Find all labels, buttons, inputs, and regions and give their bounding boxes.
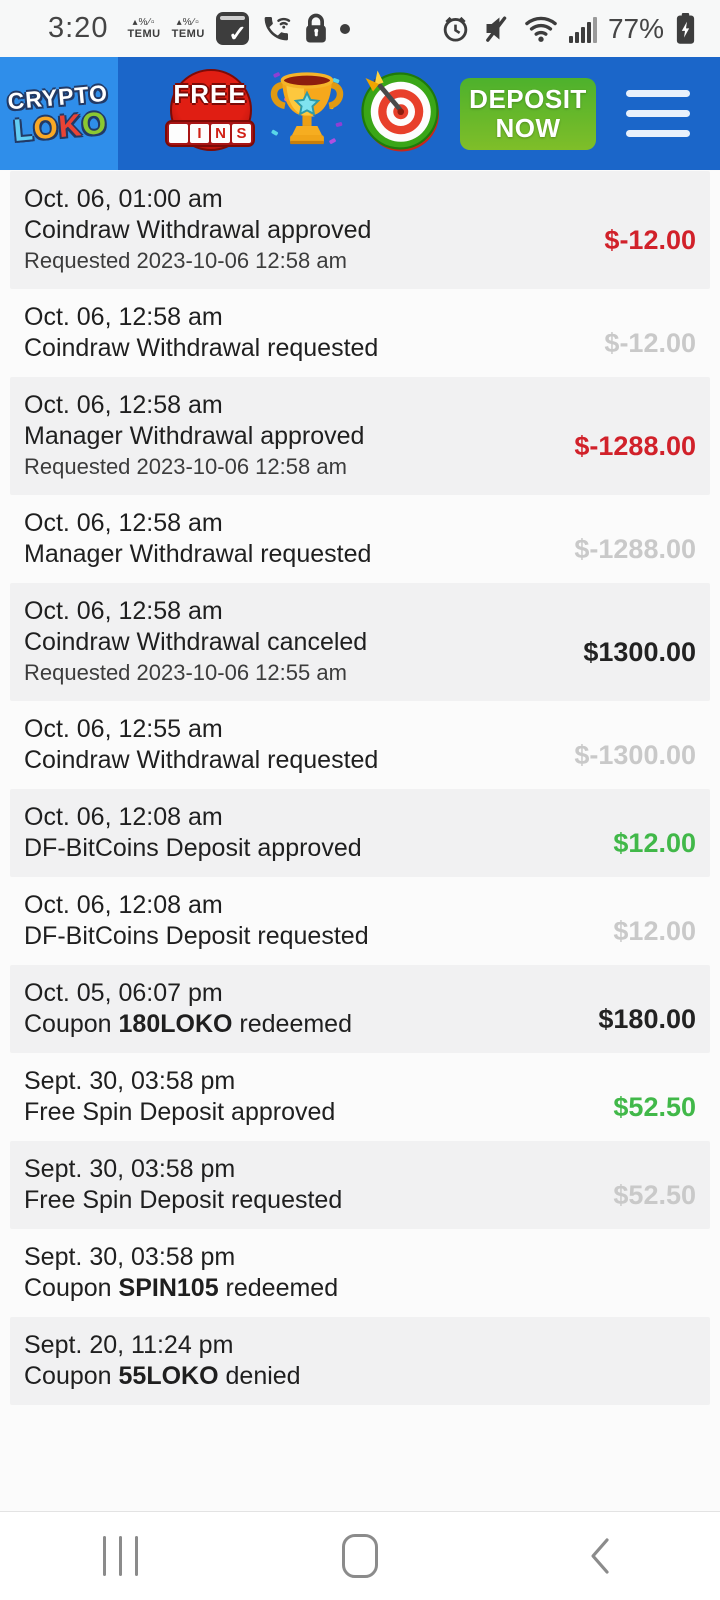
transaction-description: Coindraw Withdrawal requested: [24, 334, 379, 362]
transaction-description: Manager Withdrawal approved: [24, 422, 365, 450]
transaction-date: Oct. 06, 12:58 am: [24, 303, 223, 331]
transaction-description: DF-BitCoins Deposit approved: [24, 834, 362, 862]
menu-icon[interactable]: [626, 90, 690, 137]
transaction-description: Free Spin Deposit approved: [24, 1098, 336, 1126]
transaction-requested-at: Requested 2023-10-06 12:55 am: [24, 660, 347, 685]
transaction-description: Free Spin Deposit requested: [24, 1186, 343, 1214]
lock-icon: [303, 13, 329, 45]
transaction-date: Oct. 06, 12:08 am: [24, 803, 223, 831]
transaction-amount: $1300.00: [583, 636, 696, 667]
free-spins-label: FREE: [173, 78, 247, 109]
battery-charging-icon: [675, 12, 696, 45]
recent-apps-button[interactable]: [0, 1512, 240, 1600]
transaction-row: Sept. 30, 03:58 pm Free Spin Deposit req…: [10, 1141, 710, 1229]
transaction-description: Coindraw Withdrawal approved: [24, 216, 372, 244]
transaction-description: Coupon SPIN105 redeemed: [24, 1274, 339, 1302]
mute-icon: [482, 13, 513, 44]
deposit-now-button[interactable]: DEPOSIT NOW: [460, 77, 596, 150]
transaction-amount: $-1300.00: [574, 739, 696, 770]
transaction-date: Oct. 06, 12:58 am: [24, 597, 223, 625]
home-icon: [342, 1534, 378, 1578]
transaction-amount: $52.50: [613, 1179, 696, 1210]
trophy-icon[interactable]: [268, 68, 346, 159]
transaction-date: Sept. 20, 11:24 pm: [24, 1331, 234, 1359]
transaction-row: Sept. 30, 03:58 pm Free Spin Deposit app…: [10, 1053, 710, 1141]
transaction-date: Oct. 06, 12:55 am: [24, 715, 223, 743]
transaction-date: Sept. 30, 03:58 pm: [24, 1067, 236, 1095]
transaction-description: Coindraw Withdrawal requested: [24, 746, 379, 774]
recent-apps-icon: [102, 1536, 138, 1576]
transaction-description: Manager Withdrawal requested: [24, 540, 372, 568]
logo-text-loko: LOKO: [11, 104, 109, 148]
transaction-row: Sept. 30, 03:58 pm Coupon SPIN105 redeem…: [10, 1229, 710, 1317]
transaction-date: Oct. 06, 01:00 am: [24, 185, 223, 213]
battery-percent: 77%: [607, 12, 664, 44]
back-icon: [591, 1538, 609, 1574]
transaction-row: Oct. 06, 12:58 am Manager Withdrawal req…: [10, 495, 710, 583]
temu-notification-icon: ▴%∕▫ TEMU: [127, 16, 161, 40]
transaction-date: Oct. 05, 06:07 pm: [24, 979, 223, 1007]
free-spins-icon[interactable]: FREE I N S: [165, 67, 255, 161]
call-filter-icon: ✓: [215, 12, 249, 46]
transaction-description: Coupon 180LOKO redeemed: [24, 1010, 352, 1038]
transaction-amount: $52.50: [613, 1091, 696, 1122]
crypto-loko-logo[interactable]: CRYPTO LOKO: [0, 57, 118, 170]
transaction-date: Sept. 30, 03:58 pm: [24, 1155, 236, 1183]
transaction-date: Oct. 06, 12:58 am: [24, 391, 223, 419]
app-header: CRYPTO LOKO FREE I N S: [0, 57, 720, 170]
transaction-row: Oct. 06, 12:08 am DF-BitCoins Deposit ap…: [10, 789, 710, 877]
transaction-row: Oct. 06, 12:58 am Coindraw Withdrawal ca…: [10, 583, 710, 701]
status-bar: 3:20 ▴%∕▫ TEMU ▴%∕▫ TEMU ✓: [0, 0, 720, 57]
transaction-description: Coupon 55LOKO denied: [24, 1362, 301, 1390]
temu-notification-icon: ▴%∕▫ TEMU: [171, 16, 205, 40]
transaction-list: Oct. 06, 01:00 am Coindraw Withdrawal ap…: [0, 170, 720, 1405]
transaction-row: Oct. 06, 12:58 am Manager Withdrawal app…: [10, 377, 710, 495]
transaction-row: Oct. 06, 12:58 am Coindraw Withdrawal re…: [10, 289, 710, 377]
signal-icon: [568, 14, 597, 44]
transaction-row: Oct. 06, 12:08 am DF-BitCoins Deposit re…: [10, 877, 710, 965]
back-button[interactable]: [480, 1512, 720, 1600]
transaction-row: Oct. 06, 01:00 am Coindraw Withdrawal ap…: [10, 171, 710, 289]
transaction-description: DF-BitCoins Deposit requested: [24, 922, 369, 950]
transaction-amount: $-12.00: [604, 327, 696, 358]
transaction-amount: $-1288.00: [574, 533, 696, 564]
transaction-amount: $12.00: [613, 827, 696, 858]
transaction-row: Oct. 05, 06:07 pm Coupon 180LOKO redeeme…: [10, 965, 710, 1053]
transaction-row: Sept. 20, 11:24 pm Coupon 55LOKO denied: [10, 1317, 710, 1405]
free-spins-reel: I N S: [165, 119, 255, 147]
clock-time: 3:20: [48, 12, 109, 44]
transaction-requested-at: Requested 2023-10-06 12:58 am: [24, 248, 347, 273]
wifi-icon: [524, 13, 558, 44]
transaction-description: Coindraw Withdrawal canceled: [24, 628, 368, 656]
transaction-amount: $-12.00: [604, 224, 696, 255]
transaction-amount: $180.00: [598, 1003, 696, 1034]
transaction-requested-at: Requested 2023-10-06 12:58 am: [24, 454, 347, 479]
transaction-date: Sept. 30, 03:58 pm: [24, 1243, 236, 1271]
notification-dot-icon: [339, 23, 350, 34]
transaction-amount: $12.00: [613, 915, 696, 946]
alarm-icon: [440, 13, 471, 44]
transaction-amount: $-1288.00: [574, 430, 696, 461]
transaction-date: Oct. 06, 12:08 am: [24, 891, 223, 919]
android-navigation-bar: [0, 1511, 720, 1600]
wifi-calling-icon: [260, 13, 292, 45]
target-icon[interactable]: [358, 69, 442, 158]
transaction-date: Oct. 06, 12:58 am: [24, 509, 223, 537]
home-button[interactable]: [240, 1512, 480, 1600]
transaction-row: Oct. 06, 12:55 am Coindraw Withdrawal re…: [10, 701, 710, 789]
